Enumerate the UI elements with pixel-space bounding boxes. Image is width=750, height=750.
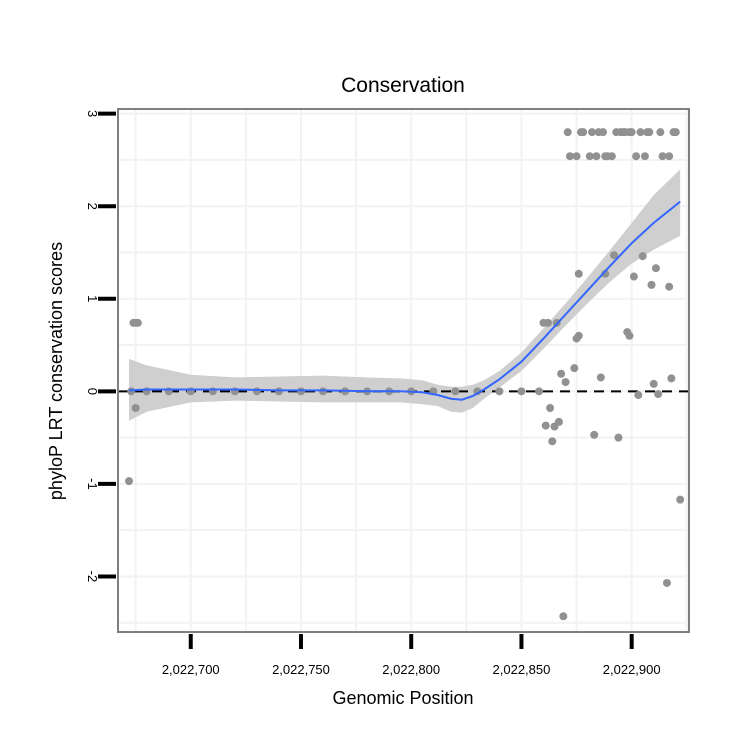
y-axis-title: phyloP LRT conservation scores <box>46 242 66 500</box>
data-point <box>451 387 460 396</box>
y-tick-label: -1 <box>85 478 100 490</box>
data-point <box>252 387 261 396</box>
data-point <box>543 318 552 327</box>
data-point <box>632 152 641 161</box>
data-point <box>592 152 601 161</box>
data-point <box>627 128 636 137</box>
data-point <box>614 433 623 442</box>
x-axis-ticks: 2,022,700 2,022,750 2,022,800 2,022,850 2,02… <box>162 634 661 677</box>
data-point <box>565 152 574 161</box>
data-point <box>610 251 619 260</box>
data-point <box>570 364 579 373</box>
data-point <box>656 128 665 137</box>
data-point <box>557 369 566 378</box>
data-point <box>676 495 685 504</box>
y-tick-label: 3 <box>85 110 100 117</box>
data-point <box>561 378 570 387</box>
data-point <box>665 282 674 291</box>
loess-fit-line <box>128 200 681 401</box>
data-point <box>559 612 568 621</box>
data-point <box>647 280 656 289</box>
y-tick-label: 2 <box>85 203 100 210</box>
data-point <box>587 128 596 137</box>
y-tick-label: -2 <box>85 571 100 583</box>
data-point <box>133 318 142 327</box>
panel-border <box>117 108 690 633</box>
y-tick-label: 0 <box>85 388 100 395</box>
data-point <box>579 128 588 137</box>
data-point <box>665 152 674 161</box>
chart-title: Conservation <box>341 74 465 97</box>
x-tick-label: 2,022,750 <box>272 662 330 677</box>
data-point <box>574 331 583 340</box>
data-point <box>640 152 649 161</box>
data-point <box>125 477 134 486</box>
data-point <box>554 417 563 426</box>
data-point <box>671 128 680 137</box>
data-point <box>651 264 660 273</box>
grid-lines <box>118 109 689 632</box>
data-point <box>638 252 647 261</box>
data-point <box>607 152 616 161</box>
y-tick-label: 1 <box>85 295 100 302</box>
x-tick-label: 2,022,700 <box>162 662 220 677</box>
data-point <box>548 437 557 446</box>
data-point <box>574 269 583 278</box>
data-point <box>645 128 654 137</box>
data-point <box>596 373 605 382</box>
data-point <box>654 390 663 399</box>
data-point <box>667 374 676 383</box>
data-point <box>563 128 572 137</box>
x-tick-label: 2,022,800 <box>382 662 440 677</box>
data-point <box>599 128 608 137</box>
data-point <box>629 272 638 281</box>
data-point <box>541 421 550 430</box>
data-point <box>546 403 555 412</box>
data-point <box>625 331 634 340</box>
data-point <box>127 387 136 396</box>
data-point <box>131 403 140 412</box>
data-point <box>590 430 599 439</box>
confidence-band <box>129 169 681 421</box>
data-point <box>495 387 504 396</box>
x-tick-label: 2,022,900 <box>603 662 661 677</box>
data-point <box>636 128 645 137</box>
x-tick-label: 2,022,850 <box>493 662 551 677</box>
data-point <box>658 152 667 161</box>
data-point <box>649 379 658 388</box>
data-point <box>601 269 610 278</box>
data-point <box>662 578 671 587</box>
x-axis-title: Genomic Position <box>332 688 473 708</box>
data-point <box>572 152 581 161</box>
data-point <box>634 391 643 400</box>
y-axis-ticks: -2 -1 0 1 2 3 <box>85 110 116 582</box>
data-point <box>585 152 594 161</box>
data-point <box>535 387 544 396</box>
data-point <box>517 387 526 396</box>
